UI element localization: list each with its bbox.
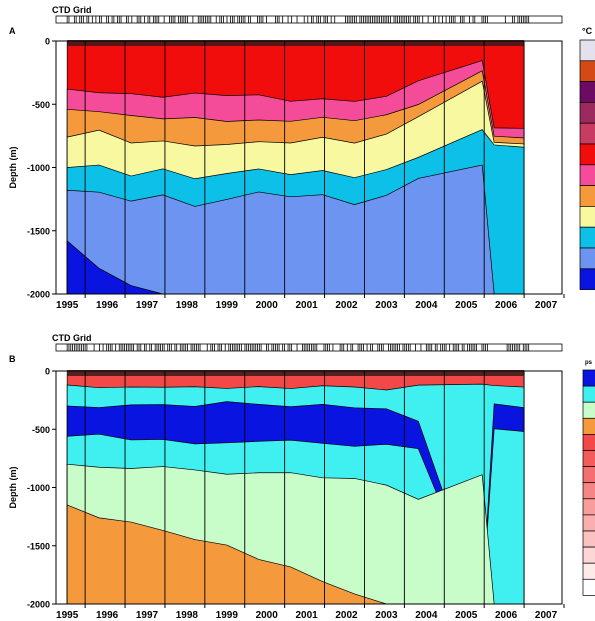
legend-title: ps bbox=[585, 360, 593, 366]
surface-band bbox=[67, 40, 525, 46]
legend-swatch bbox=[579, 185, 595, 207]
legend-swatch bbox=[582, 369, 595, 387]
y-tick-label: -2000 bbox=[27, 290, 50, 300]
panel-b: B CTD Grid 0 -500 -1000 -1500 -2000 Depth (m) 19… bbox=[8, 333, 595, 621]
x-tick-label: 1996 bbox=[96, 610, 119, 621]
x-tick-label: 2006 bbox=[495, 610, 518, 621]
legend-swatch bbox=[582, 385, 595, 403]
legend-swatch bbox=[582, 562, 595, 580]
x-tick-label: 2000 bbox=[256, 610, 279, 621]
y-axis-label: Depth (m) bbox=[8, 467, 18, 509]
x-tick-label: 1999 bbox=[216, 610, 239, 621]
y-tick-label: -1000 bbox=[27, 163, 50, 173]
y-tick-label: 0 bbox=[45, 367, 50, 377]
x-tick-label: 1998 bbox=[176, 300, 199, 311]
y-tick-label: -1500 bbox=[27, 226, 50, 236]
x-tick-label: 2002 bbox=[335, 610, 358, 621]
legend-swatch bbox=[579, 81, 595, 103]
x-tick-label: 2005 bbox=[455, 610, 478, 621]
legend-swatch bbox=[582, 417, 595, 435]
legend-swatch bbox=[582, 578, 595, 596]
ctd-grid-bar bbox=[55, 15, 563, 24]
x-tick-label: 2000 bbox=[256, 300, 279, 311]
y-tick-label: -2000 bbox=[27, 600, 50, 610]
x-tick-label: 2004 bbox=[415, 610, 438, 621]
legend-swatch bbox=[582, 498, 595, 516]
x-tick-label: 1997 bbox=[136, 300, 159, 311]
legend-title: °C bbox=[582, 26, 593, 36]
ctd-grid-bar bbox=[55, 343, 563, 352]
y-axis-label: Depth (m) bbox=[8, 147, 18, 189]
x-tick-label: 2006 bbox=[495, 300, 518, 311]
legend-swatch bbox=[582, 530, 595, 548]
panel-label: B bbox=[9, 354, 16, 364]
legend-swatch bbox=[579, 102, 595, 124]
legend-swatch bbox=[582, 401, 595, 419]
x-tick-label: 2004 bbox=[415, 300, 438, 311]
panel-a: A CTD Grid 0 -500 -1000 -1500 -2000 Depth (m) 19… bbox=[8, 5, 595, 311]
y-tick-label: -500 bbox=[32, 100, 50, 110]
x-tick-label: 1998 bbox=[176, 610, 199, 621]
legend-swatch bbox=[579, 39, 595, 62]
no-data-area bbox=[524, 41, 562, 294]
legend-swatch bbox=[579, 206, 595, 228]
legend-swatch bbox=[579, 60, 595, 82]
legend-swatch bbox=[582, 434, 595, 451]
ctd-grid-label: CTD Grid bbox=[52, 333, 92, 343]
x-tick-label: 2003 bbox=[375, 610, 398, 621]
panel-label: A bbox=[9, 26, 16, 36]
x-tick-label: 2005 bbox=[455, 300, 478, 311]
legend-swatch bbox=[582, 482, 595, 500]
x-tick-label: 2003 bbox=[375, 300, 398, 311]
legend-swatch bbox=[579, 268, 595, 290]
x-tick-label: 2007 bbox=[535, 610, 558, 621]
legend-swatch bbox=[579, 247, 595, 270]
legend-swatch bbox=[582, 466, 595, 484]
legend-swatch bbox=[582, 546, 595, 564]
x-tick-label: 1997 bbox=[136, 610, 159, 621]
x-tick-label: 2001 bbox=[295, 610, 318, 621]
ctd-grid-label: CTD Grid bbox=[52, 5, 92, 15]
x-tick-label: 1999 bbox=[216, 300, 239, 311]
no-data-area bbox=[524, 371, 562, 604]
legend-swatch bbox=[579, 143, 595, 166]
legend-swatch bbox=[579, 164, 595, 186]
x-tick-label: 2002 bbox=[335, 300, 358, 311]
x-tick-label: 1995 bbox=[56, 610, 79, 621]
legend-swatch bbox=[579, 226, 595, 249]
x-tick-label: 1995 bbox=[56, 300, 79, 311]
surface-band bbox=[67, 370, 525, 376]
legend-swatch bbox=[582, 514, 595, 532]
x-tick-label: 2007 bbox=[535, 300, 558, 311]
legend-swatch bbox=[582, 450, 595, 467]
legend-swatch bbox=[579, 122, 595, 145]
y-tick-label: 0 bbox=[45, 37, 50, 47]
y-tick-label: -500 bbox=[32, 425, 50, 435]
y-tick-label: -1500 bbox=[27, 541, 50, 551]
x-tick-label: 1996 bbox=[96, 300, 119, 311]
x-tick-label: 2001 bbox=[295, 300, 318, 311]
y-tick-label: -1000 bbox=[27, 483, 50, 493]
